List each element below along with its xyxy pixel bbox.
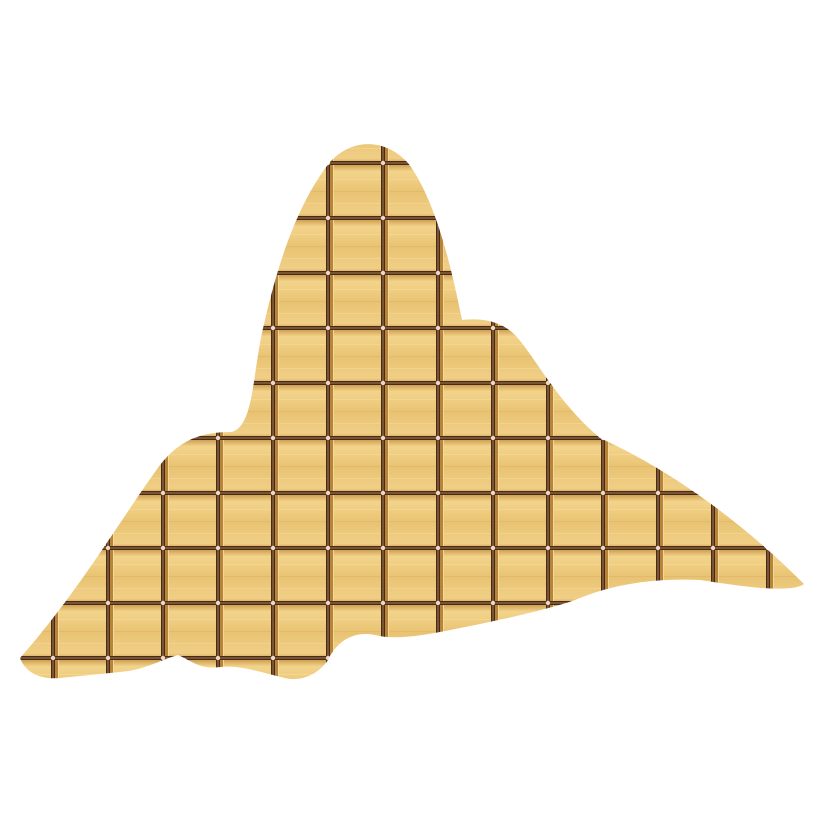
- mountain-shape: [20, 144, 804, 680]
